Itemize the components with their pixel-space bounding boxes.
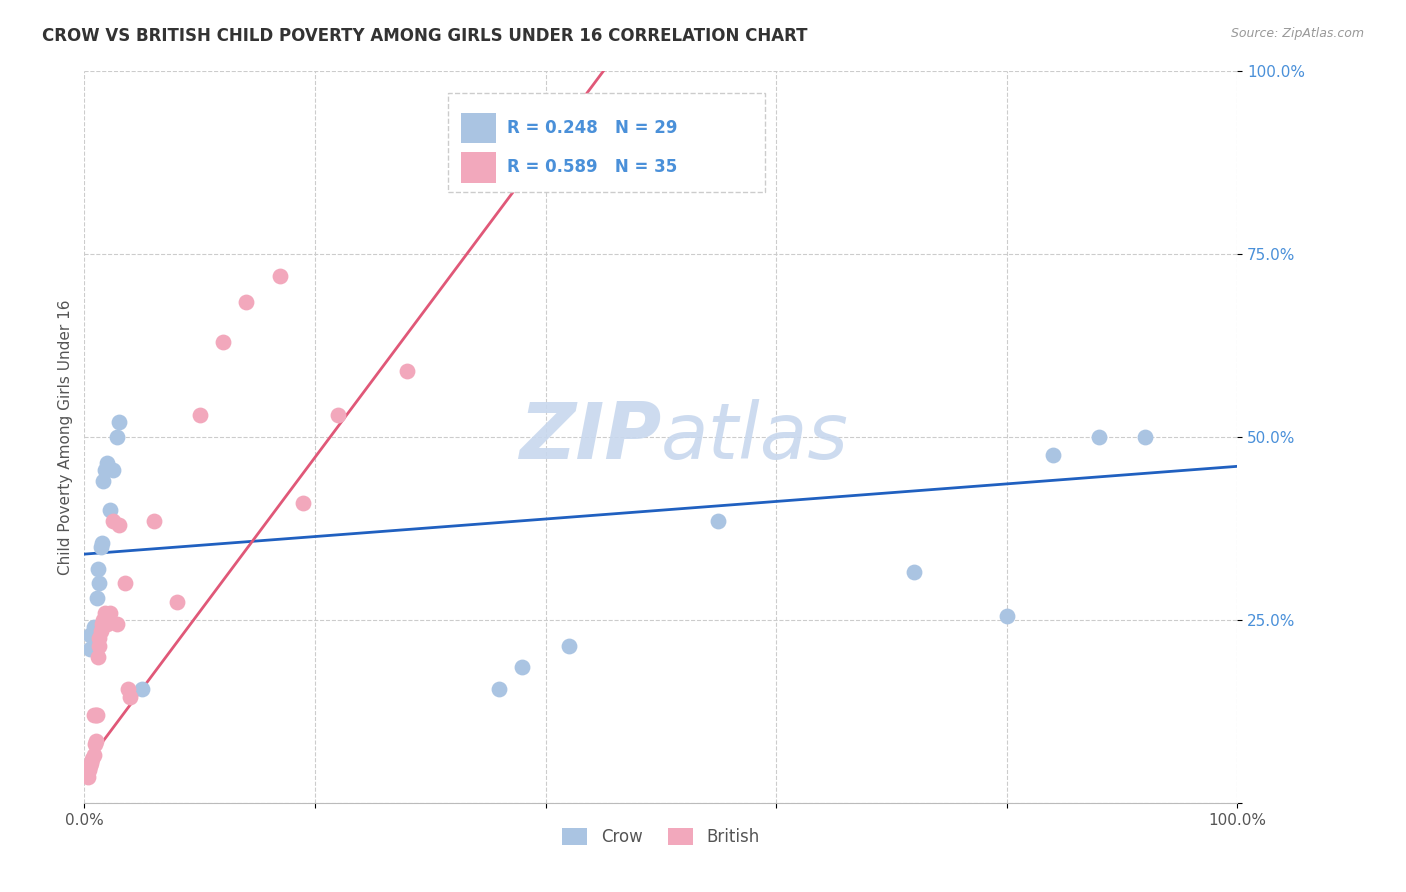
Point <box>89 632 111 646</box>
Legend: Crow, British: Crow, British <box>555 822 766 853</box>
Point <box>84 639 107 653</box>
Point <box>396 364 419 378</box>
Point <box>166 594 188 608</box>
Point <box>84 627 107 641</box>
Point <box>211 334 233 349</box>
Point <box>105 430 128 444</box>
Point <box>488 682 510 697</box>
Point <box>89 576 111 591</box>
Point <box>103 463 124 477</box>
Point <box>326 408 349 422</box>
Point <box>94 463 117 477</box>
Point <box>90 536 112 550</box>
Point <box>117 682 139 697</box>
Text: ZIP: ZIP <box>519 399 661 475</box>
Point <box>142 514 165 528</box>
Point <box>235 294 257 309</box>
Point <box>77 763 100 777</box>
Point <box>188 408 211 422</box>
Point <box>89 639 111 653</box>
Point <box>1133 430 1156 444</box>
Point <box>84 708 107 723</box>
Point <box>103 514 124 528</box>
Text: R = 0.248   N = 29: R = 0.248 N = 29 <box>508 119 678 136</box>
Point <box>96 616 118 631</box>
Point <box>292 496 315 510</box>
Point <box>995 609 1018 624</box>
Bar <box>461 152 496 183</box>
Point <box>96 456 118 470</box>
Text: CROW VS BRITISH CHILD POVERTY AMONG GIRLS UNDER 16 CORRELATION CHART: CROW VS BRITISH CHILD POVERTY AMONG GIRL… <box>42 27 807 45</box>
Point <box>512 660 534 674</box>
Point <box>76 770 98 784</box>
Bar <box>461 112 496 144</box>
Point <box>79 759 101 773</box>
Point <box>98 606 121 620</box>
Point <box>91 474 114 488</box>
Point <box>105 616 128 631</box>
Bar <box>447 94 765 192</box>
Point <box>89 540 111 554</box>
Point <box>86 708 108 723</box>
Point <box>557 639 579 653</box>
Point <box>79 627 101 641</box>
Point <box>87 649 110 664</box>
Point <box>903 566 925 580</box>
Point <box>707 514 730 528</box>
Point <box>87 562 110 576</box>
Point <box>83 737 105 751</box>
Point <box>94 606 117 620</box>
Point <box>83 708 105 723</box>
Point <box>82 627 104 641</box>
Point <box>108 416 131 430</box>
Point <box>91 613 114 627</box>
Point <box>84 733 107 747</box>
Point <box>120 690 142 704</box>
Point <box>269 269 291 284</box>
Point <box>83 635 105 649</box>
Point <box>83 748 105 763</box>
Point <box>108 517 131 532</box>
Point <box>82 752 104 766</box>
Point <box>80 756 103 770</box>
Point <box>90 616 112 631</box>
Point <box>114 576 136 591</box>
Point <box>98 503 121 517</box>
Y-axis label: Child Poverty Among Girls Under 16: Child Poverty Among Girls Under 16 <box>58 300 73 574</box>
Text: atlas: atlas <box>661 399 849 475</box>
Point <box>83 620 105 634</box>
Point <box>1042 448 1064 462</box>
Point <box>89 624 111 638</box>
Text: Source: ZipAtlas.com: Source: ZipAtlas.com <box>1230 27 1364 40</box>
Point <box>79 642 101 657</box>
Point <box>86 591 108 605</box>
Point <box>1088 430 1111 444</box>
Point <box>131 682 153 697</box>
Text: R = 0.589   N = 35: R = 0.589 N = 35 <box>508 159 678 177</box>
